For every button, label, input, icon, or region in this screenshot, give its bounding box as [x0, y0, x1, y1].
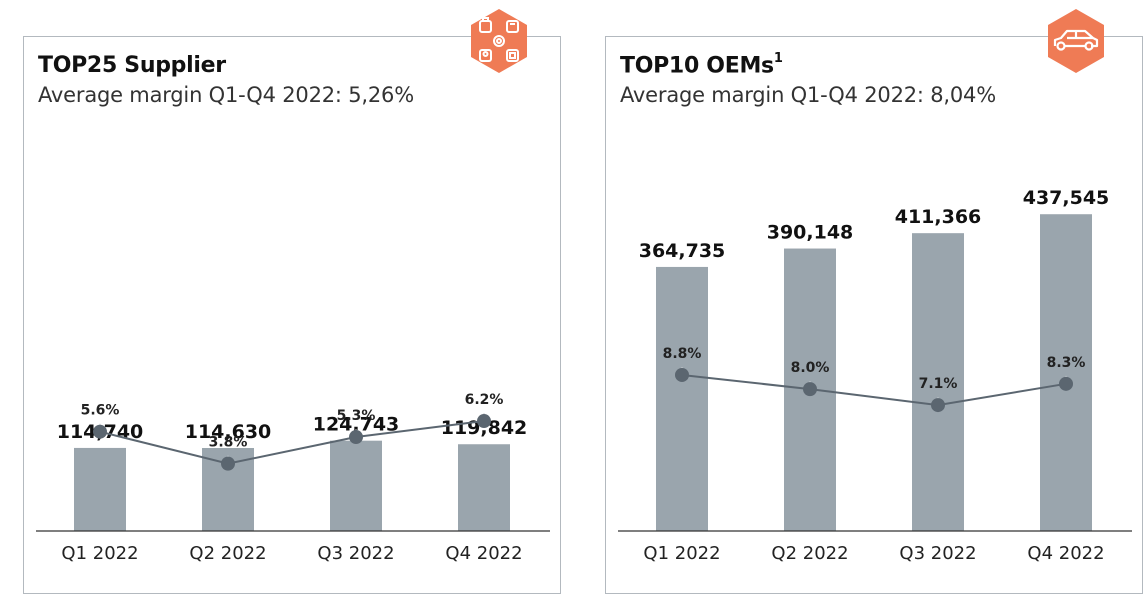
- bar: [656, 266, 708, 531]
- x-tick-label: Q1 2022: [643, 543, 720, 564]
- bar: [912, 233, 964, 531]
- x-tick-label: Q4 2022: [1027, 543, 1104, 564]
- badge-hexagon: [471, 9, 527, 73]
- car-icon: [1048, 9, 1104, 73]
- margin-value-label: 8.3%: [1047, 355, 1086, 371]
- margin-point: [931, 398, 945, 413]
- margin-point: [675, 367, 689, 382]
- bar-value-label: 124,743: [313, 414, 400, 436]
- margin-point: [93, 424, 107, 439]
- bar-value-label: 411,366: [895, 206, 982, 228]
- chart-subtitle: Average margin Q1-Q4 2022: 5,26%: [38, 83, 414, 107]
- margin-point: [477, 414, 491, 429]
- supplier-network-icon: [471, 9, 527, 73]
- x-tick-label: Q2 2022: [771, 543, 848, 564]
- margin-value-label: 8.0%: [791, 360, 830, 376]
- margin-series-line: [99, 420, 485, 465]
- margin-point: [221, 456, 235, 471]
- margin-series-line: [681, 373, 1067, 407]
- bar: [330, 440, 382, 531]
- margin-point: [349, 430, 363, 445]
- badge-hexagon: [1048, 9, 1104, 73]
- margin-value-label: 6.2%: [465, 392, 504, 408]
- bar: [74, 447, 126, 531]
- bar-value-label: 437,545: [1023, 187, 1110, 209]
- margin-value-label: 7.1%: [919, 376, 958, 392]
- bar-value-label: 119,842: [441, 417, 528, 439]
- margin-value-label: 5.3%: [337, 408, 376, 424]
- title-footnote-marker: 1: [773, 51, 783, 66]
- x-tick-label: Q3 2022: [317, 543, 394, 564]
- x-tick-label: Q2 2022: [189, 543, 266, 564]
- margin-point: [1059, 376, 1073, 391]
- oem-chart-panel: 364,735 Q1 2022 390,148 Q2 2022 411,366 Q3 20…: [605, 36, 1143, 594]
- bar-value-label: 114,630: [185, 421, 272, 443]
- bar: [1040, 214, 1092, 532]
- oem-chart-plot: 364,735 Q1 2022 390,148 Q2 2022 411,366 Q3 20…: [618, 187, 1132, 564]
- bar: [458, 444, 510, 531]
- x-tick-label: Q4 2022: [445, 543, 522, 564]
- bar-value-label: 364,735: [639, 240, 726, 262]
- margin-value-label: 8.8%: [663, 346, 702, 362]
- margin-value-label: 5.6%: [81, 403, 120, 419]
- margin-value-label: 3.8%: [209, 435, 248, 451]
- x-tick-label: Q1 2022: [61, 543, 138, 564]
- margin-point: [803, 382, 817, 397]
- bar-value-label: 390,148: [767, 222, 854, 244]
- chart-subtitle: Average margin Q1-Q4 2022: 8,04%: [620, 83, 996, 107]
- chart-title: TOP10 OEMs1: [620, 51, 783, 79]
- chart-title: TOP25 Supplier: [38, 53, 226, 78]
- x-tick-label: Q3 2022: [899, 543, 976, 564]
